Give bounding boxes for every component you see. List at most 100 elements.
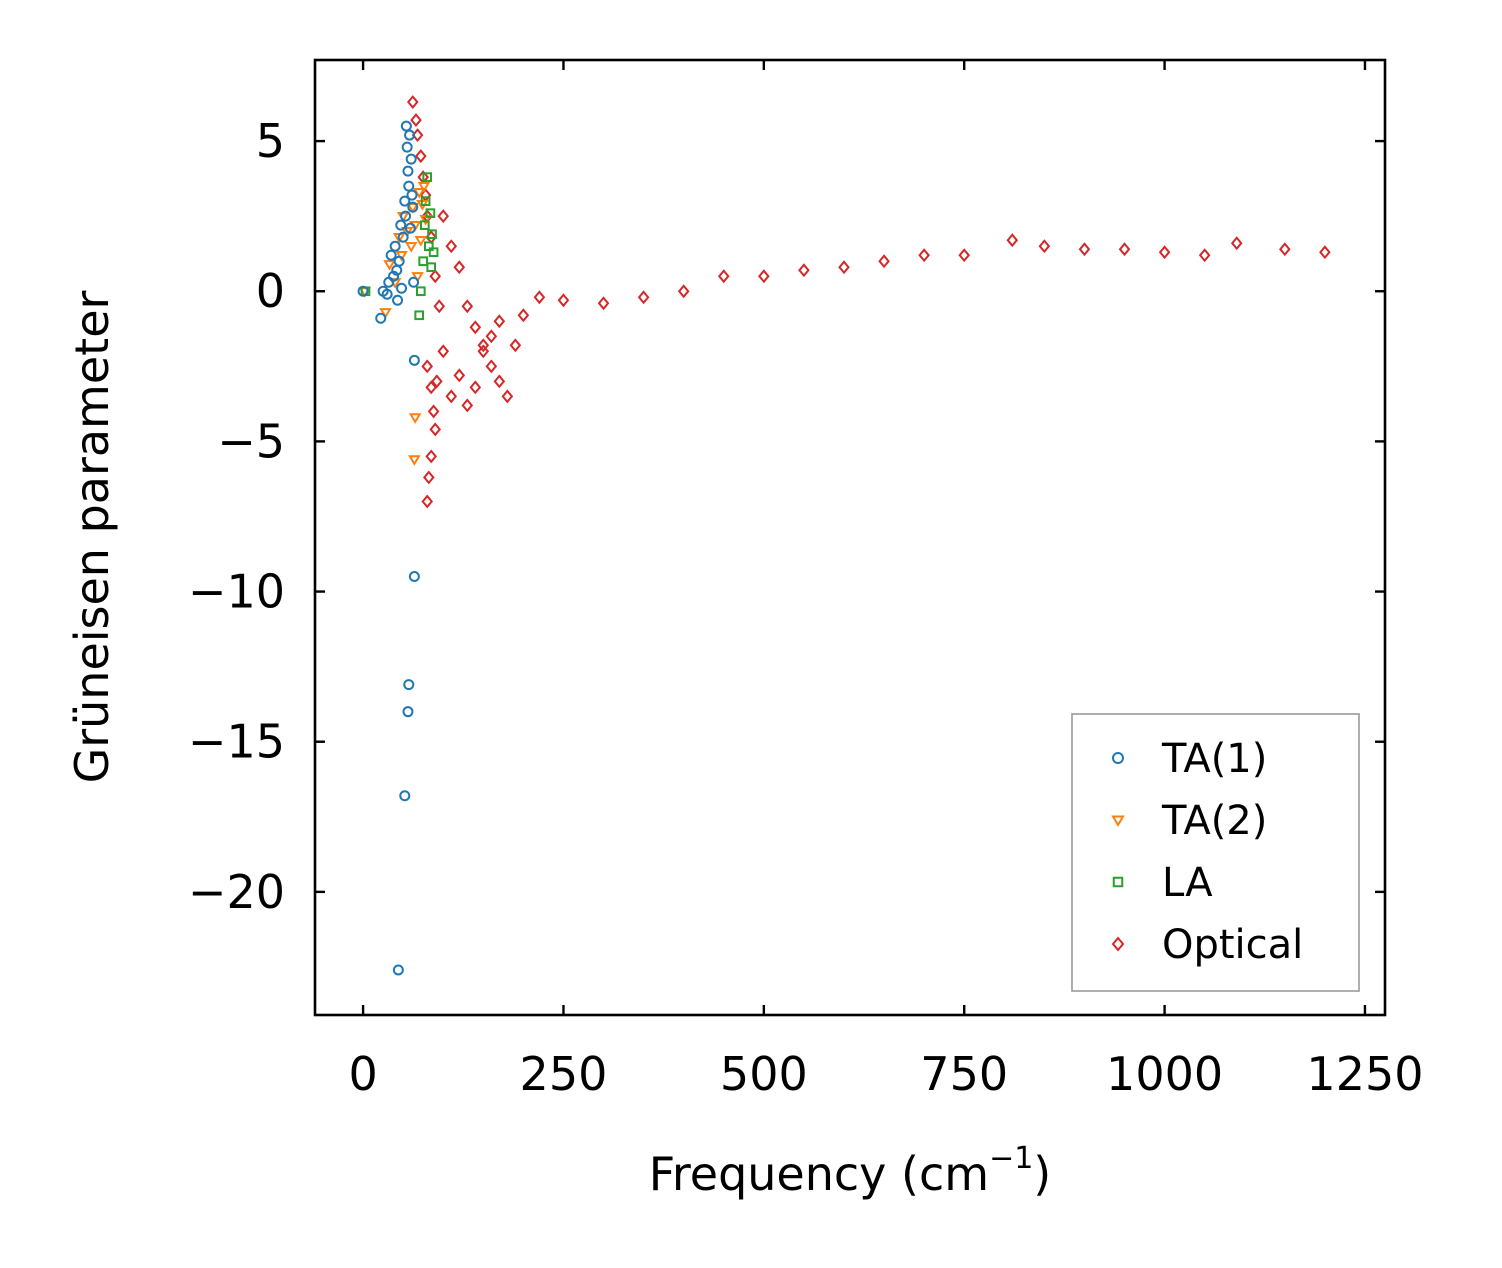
point-optical [461,398,474,413]
point-optical [1279,242,1291,257]
point-la [425,208,436,218]
x-tick-label: 1000 [1106,1047,1223,1101]
point-ta-2 [417,181,431,193]
point-optical [469,380,482,395]
point-ta-1 [405,153,417,165]
point-ta-2 [406,203,420,214]
point-optical [1319,245,1331,260]
point-optical [431,374,443,389]
point-ta-1 [392,294,404,306]
point-ta-2 [379,308,392,319]
point-ta-2 [414,236,428,247]
point-la [414,310,425,321]
x-tick-label: 500 [720,1047,808,1101]
x-tick-label: 0 [348,1047,377,1101]
point-optical [437,344,450,359]
point-optical [493,314,506,329]
point-optical [406,95,419,110]
point-ta-2 [408,413,422,424]
point-ta-2 [411,272,424,283]
y-axis-label: Grüneisen parameter [65,290,119,783]
point-optical [469,320,482,335]
data-points [357,95,1331,976]
legend-entry-label: TA(2) [1161,798,1267,844]
point-optical [485,329,498,344]
point-optical [1038,239,1051,254]
x-tick-label: 250 [520,1047,608,1101]
point-ta-1 [399,790,411,802]
x-tick-label: 750 [920,1047,1008,1101]
point-optical [717,269,730,284]
point-optical [477,344,490,359]
point-optical [1118,242,1131,257]
point-ta-1 [402,706,414,718]
point-ta-1 [403,180,415,192]
point-optical [485,359,498,374]
point-ta-1 [408,354,420,366]
point-ta-2 [404,242,418,253]
point-ta-1 [396,282,408,294]
y-tick-label: 5 [256,114,285,168]
y-tick-label: −10 [188,565,285,619]
point-ta-1 [404,129,416,141]
point-ta-1 [406,189,418,201]
point-optical [425,449,438,464]
point-optical [477,338,490,353]
point-optical [429,422,442,437]
point-ta-1 [403,679,415,691]
point-optical [427,404,440,419]
y-tick-label: −15 [188,715,285,769]
legend-entry-label: LA [1162,860,1213,906]
point-optical [423,470,435,485]
point-optical [493,374,506,389]
x-tick-label: 1250 [1306,1047,1423,1101]
point-ta-1 [407,201,419,213]
point-optical [758,269,770,284]
point-optical [798,263,810,278]
point-optical [437,209,450,224]
point-ta-2 [408,455,421,466]
point-la [418,256,429,267]
point-ta-1 [381,288,393,300]
point-optical [918,248,930,263]
point-optical [410,113,422,128]
point-la [428,247,439,258]
point-optical [637,290,650,305]
point-optical [1158,245,1171,260]
legend-marker [1112,752,1124,764]
point-la [420,196,431,206]
point-la [427,229,437,240]
legend-marker [1111,936,1125,952]
point-optical [425,380,438,395]
point-optical [1230,236,1243,251]
point-optical [677,284,690,299]
point-optical [453,260,466,275]
point-optical [533,290,546,305]
point-optical [838,260,850,275]
point-ta-1 [408,571,420,583]
point-ta-1 [400,210,412,222]
point-ta-1 [385,249,397,261]
plot-frame [313,58,1387,1017]
point-ta-1 [389,240,401,252]
point-ta-1 [395,219,407,231]
point-optical [429,269,442,284]
point-ta-1 [392,964,404,976]
legend-entry-label: TA(1) [1161,736,1267,782]
point-optical [597,296,610,311]
point-optical [1078,242,1091,257]
point-la [426,262,437,273]
legend-frame [1071,713,1360,992]
y-tick-label: 0 [256,264,285,318]
point-optical [557,293,570,308]
point-optical [1006,233,1019,248]
point-optical [433,299,446,314]
point-la [419,220,430,230]
point-ta-1 [404,222,416,234]
point-optical [501,389,514,404]
point-optical [1198,248,1211,263]
point-ta-1 [402,165,414,177]
point-ta-1 [400,120,412,132]
legend: TA(1) TA(2) LA Optical [1071,713,1360,992]
